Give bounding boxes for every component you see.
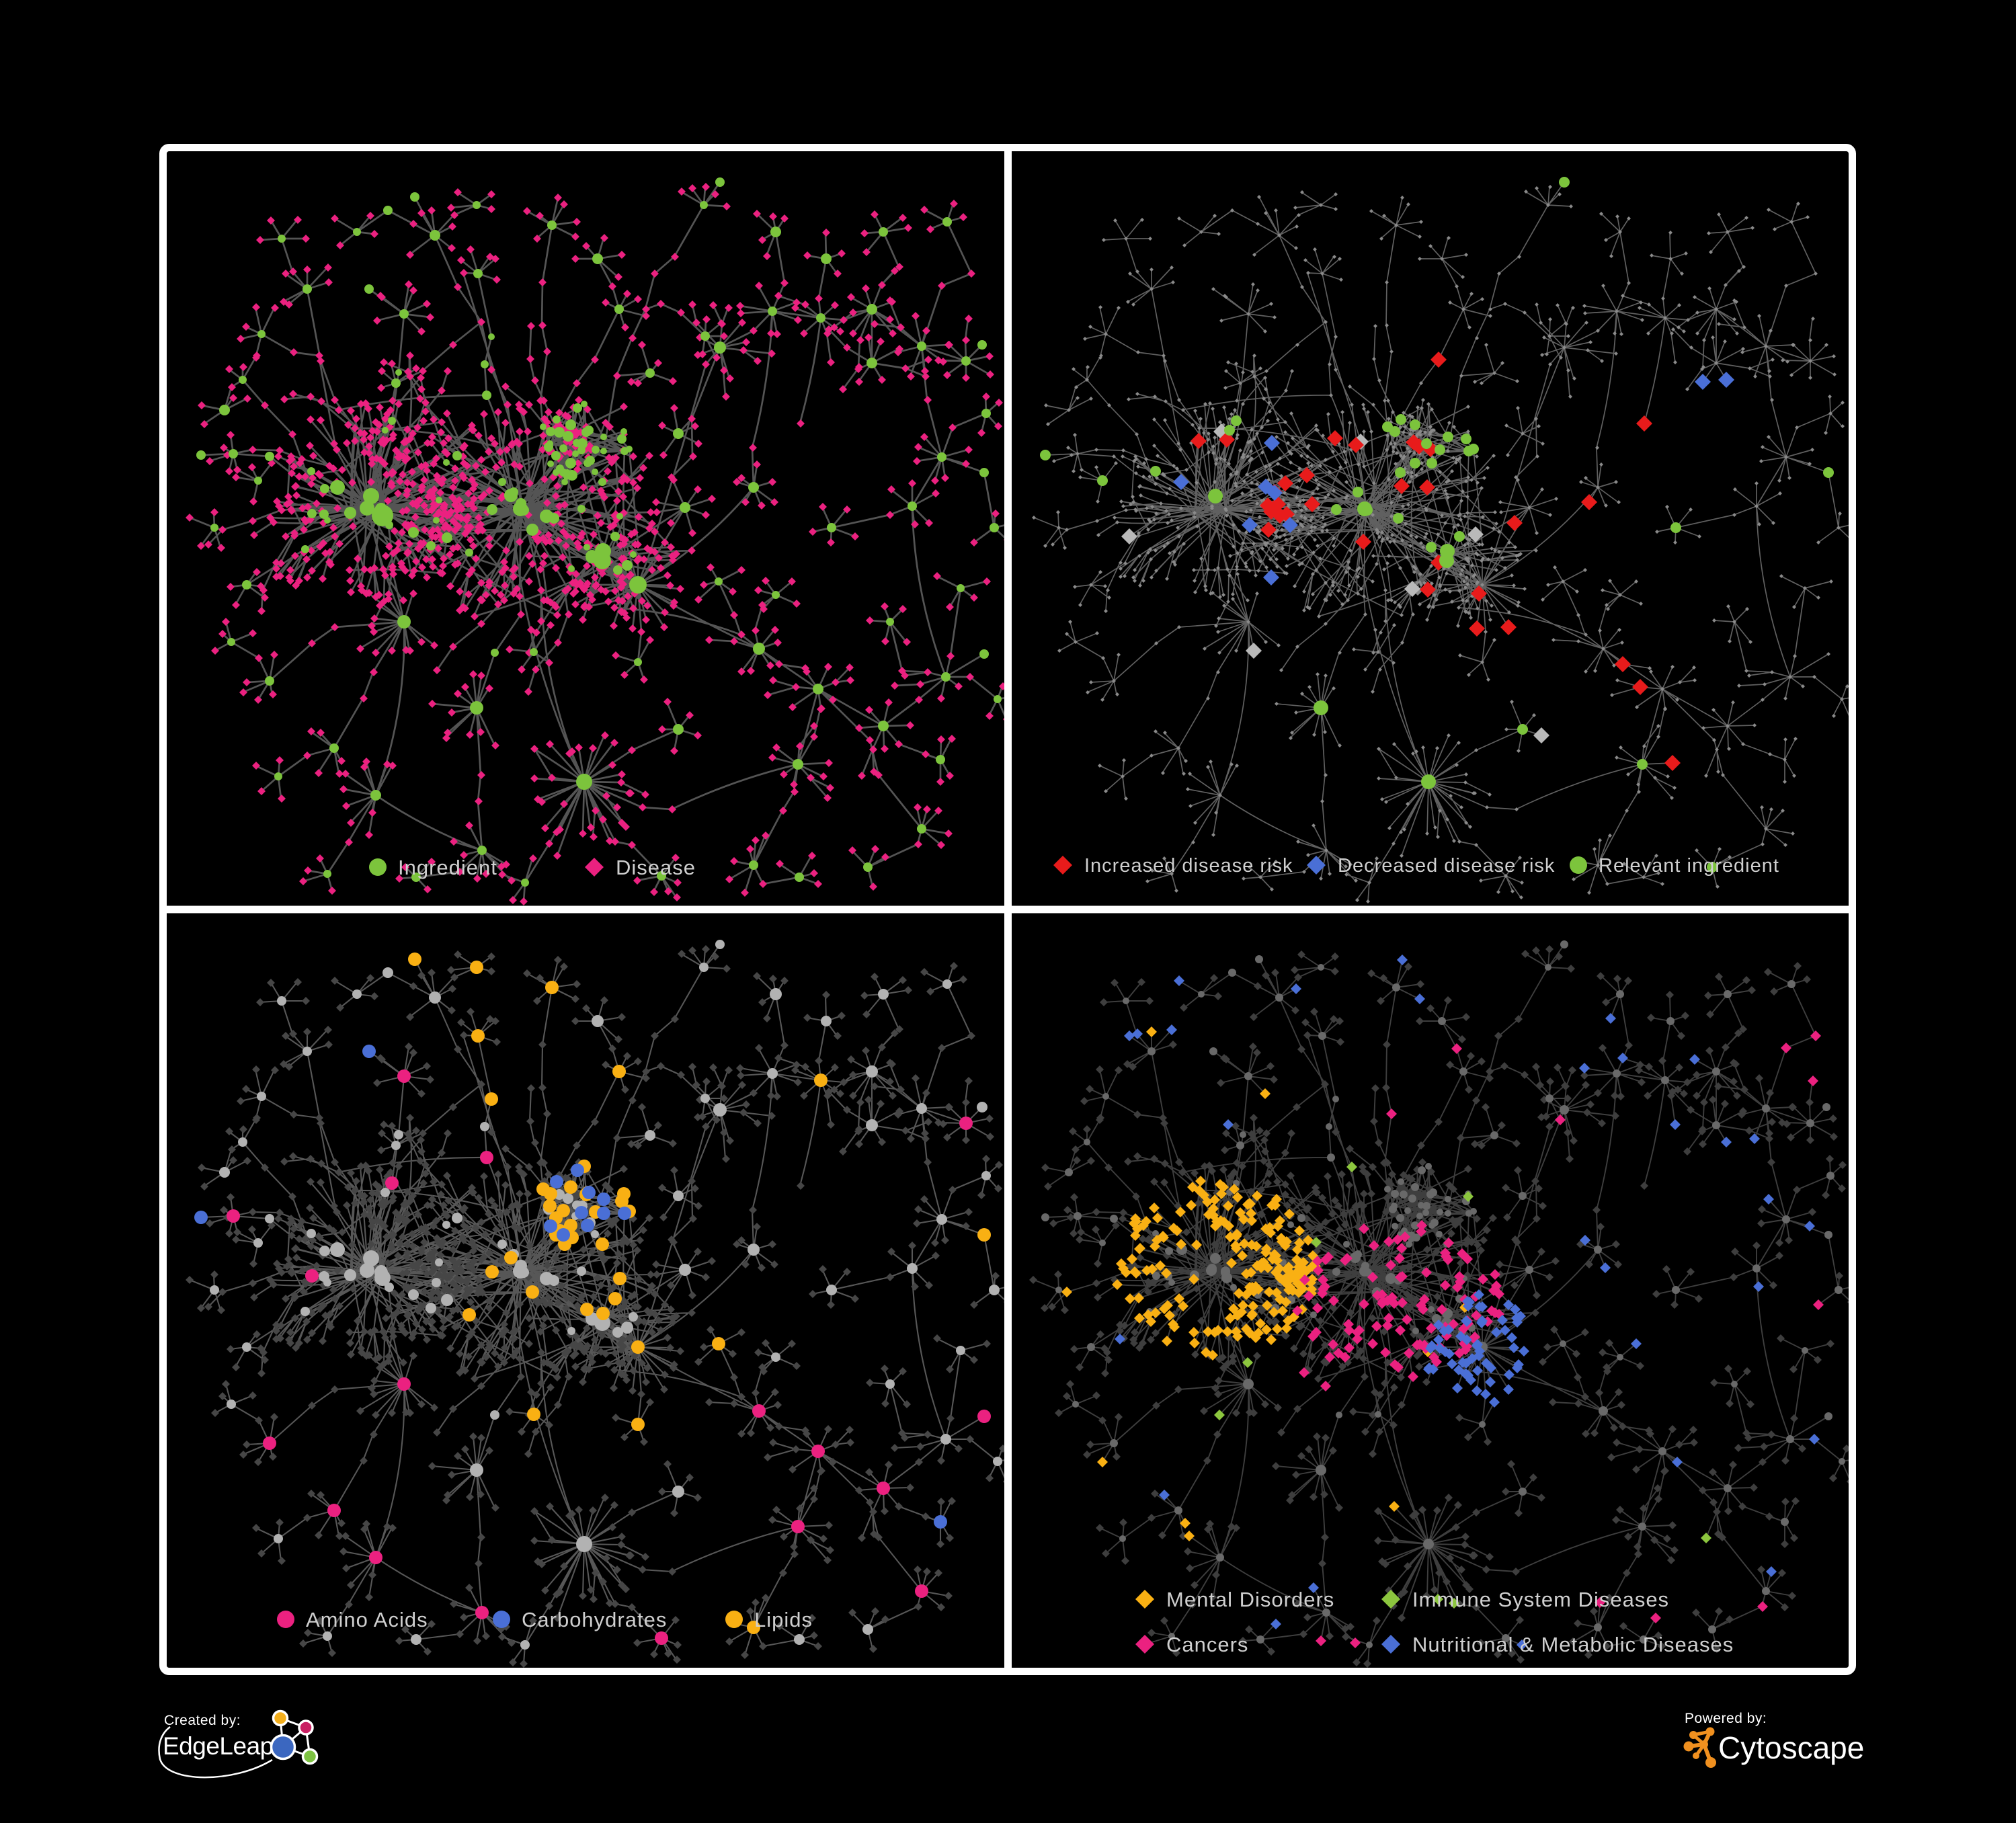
svg-text:Ingredient: Ingredient	[398, 856, 497, 879]
svg-text:Carbohydrates: Carbohydrates	[522, 1608, 667, 1631]
svg-text:Created by:: Created by:	[164, 1713, 241, 1728]
svg-text:Decreased disease risk: Decreased disease risk	[1338, 855, 1555, 877]
svg-text:Disease: Disease	[616, 856, 696, 879]
svg-text:Cancers: Cancers	[1166, 1633, 1248, 1656]
svg-text:Cytoscape: Cytoscape	[1718, 1730, 1864, 1765]
svg-text:Amino Acids: Amino Acids	[306, 1608, 428, 1631]
svg-text:Immune System Diseases: Immune System Diseases	[1412, 1588, 1669, 1611]
svg-text:Relevant ingredient: Relevant ingredient	[1599, 855, 1779, 877]
svg-text:EdgeLeap: EdgeLeap	[163, 1732, 274, 1760]
svg-text:Increased disease risk: Increased disease risk	[1084, 855, 1293, 877]
svg-text:Nutritional & Metabolic Diseas: Nutritional & Metabolic Diseases	[1412, 1633, 1734, 1656]
svg-text:Lipids: Lipids	[754, 1608, 813, 1631]
svg-text:Mental Disorders: Mental Disorders	[1166, 1588, 1334, 1611]
svg-text:Powered by:: Powered by:	[1685, 1711, 1767, 1726]
